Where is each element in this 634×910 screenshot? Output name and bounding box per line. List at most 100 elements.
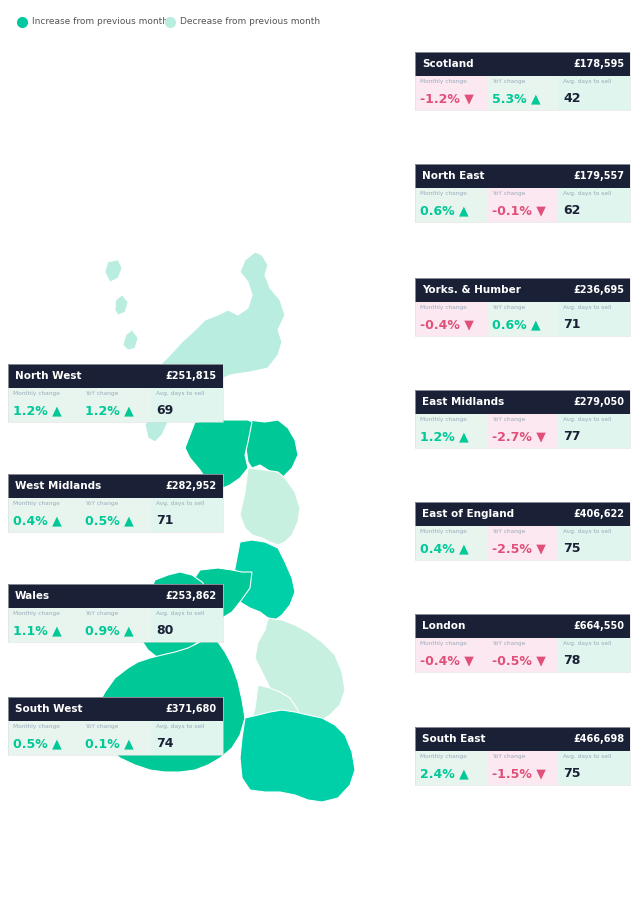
Text: Avg. days to sell: Avg. days to sell [157, 724, 205, 729]
Text: 75: 75 [564, 542, 581, 555]
Polygon shape [105, 260, 122, 282]
Text: YoY change: YoY change [491, 191, 525, 196]
Polygon shape [255, 618, 345, 725]
FancyBboxPatch shape [559, 188, 630, 222]
Text: Avg. days to sell: Avg. days to sell [157, 501, 205, 506]
FancyBboxPatch shape [152, 388, 223, 422]
Text: Avg. days to sell: Avg. days to sell [564, 417, 612, 422]
FancyBboxPatch shape [152, 721, 223, 755]
Text: 1.2% ▲: 1.2% ▲ [13, 404, 61, 417]
FancyBboxPatch shape [415, 164, 630, 188]
FancyBboxPatch shape [559, 526, 630, 560]
Text: Scotland: Scotland [422, 59, 474, 69]
FancyBboxPatch shape [415, 302, 487, 336]
FancyBboxPatch shape [415, 526, 487, 560]
FancyBboxPatch shape [8, 584, 223, 608]
Text: Avg. days to sell: Avg. days to sell [564, 79, 612, 84]
Text: Monthly change: Monthly change [420, 641, 467, 646]
Text: Monthly change: Monthly change [13, 611, 60, 616]
Polygon shape [250, 685, 302, 752]
Text: YoY change: YoY change [491, 641, 525, 646]
FancyBboxPatch shape [415, 52, 630, 76]
Text: £406,622: £406,622 [573, 509, 624, 519]
Text: £371,680: £371,680 [166, 704, 217, 714]
Text: £179,557: £179,557 [573, 171, 624, 181]
Text: £253,862: £253,862 [166, 591, 217, 601]
Text: £279,050: £279,050 [573, 397, 624, 407]
Text: 0.9% ▲: 0.9% ▲ [85, 624, 133, 637]
FancyBboxPatch shape [559, 638, 630, 672]
Text: -2.5% ▼: -2.5% ▼ [491, 542, 545, 555]
FancyBboxPatch shape [487, 751, 559, 785]
Text: Avg. days to sell: Avg. days to sell [564, 191, 612, 196]
Text: YoY change: YoY change [85, 724, 118, 729]
FancyBboxPatch shape [8, 697, 223, 721]
FancyBboxPatch shape [8, 474, 223, 498]
FancyBboxPatch shape [487, 302, 559, 336]
Text: 0.4% ▲: 0.4% ▲ [420, 542, 469, 555]
Text: South East: South East [422, 734, 486, 744]
Text: 0.5% ▲: 0.5% ▲ [85, 514, 133, 527]
Text: 62: 62 [564, 204, 581, 217]
FancyBboxPatch shape [415, 751, 487, 785]
FancyBboxPatch shape [152, 608, 223, 642]
Text: 0.4% ▲: 0.4% ▲ [13, 514, 61, 527]
FancyBboxPatch shape [415, 390, 630, 414]
Text: £178,595: £178,595 [573, 59, 624, 69]
Text: 1.2% ▲: 1.2% ▲ [85, 404, 133, 417]
FancyBboxPatch shape [80, 721, 152, 755]
FancyBboxPatch shape [8, 608, 80, 642]
Text: 74: 74 [157, 737, 174, 750]
FancyBboxPatch shape [415, 278, 630, 302]
Text: 71: 71 [564, 318, 581, 331]
Text: YoY change: YoY change [85, 501, 118, 506]
Text: YoY change: YoY change [491, 305, 525, 310]
Text: Monthly change: Monthly change [13, 391, 60, 396]
Text: 1.1% ▲: 1.1% ▲ [13, 624, 61, 637]
FancyBboxPatch shape [80, 498, 152, 532]
Text: YoY change: YoY change [491, 417, 525, 422]
Text: East of England: East of England [422, 509, 514, 519]
Text: -1.2% ▼: -1.2% ▼ [420, 92, 474, 105]
FancyBboxPatch shape [415, 76, 487, 110]
Text: West Midlands: West Midlands [15, 481, 101, 491]
Text: 69: 69 [157, 404, 174, 417]
Polygon shape [240, 710, 355, 802]
Text: 0.6% ▲: 0.6% ▲ [420, 204, 469, 217]
Polygon shape [188, 568, 252, 622]
Text: Monthly change: Monthly change [420, 529, 467, 534]
Polygon shape [95, 635, 245, 772]
Text: 2.4% ▲: 2.4% ▲ [420, 767, 469, 780]
FancyBboxPatch shape [415, 502, 630, 526]
Text: South West: South West [15, 704, 82, 714]
Text: North East: North East [422, 171, 484, 181]
FancyBboxPatch shape [487, 526, 559, 560]
FancyBboxPatch shape [415, 414, 487, 448]
Text: Monthly change: Monthly change [420, 305, 467, 310]
Polygon shape [185, 420, 252, 490]
Text: Monthly change: Monthly change [13, 724, 60, 729]
Text: Decrease from previous month: Decrease from previous month [180, 17, 320, 26]
Text: Avg. days to sell: Avg. days to sell [157, 391, 205, 396]
FancyBboxPatch shape [8, 721, 80, 755]
Polygon shape [138, 572, 215, 662]
Text: -1.5% ▼: -1.5% ▼ [491, 767, 545, 780]
Text: Yorks. & Humber: Yorks. & Humber [422, 285, 521, 295]
Polygon shape [240, 468, 300, 545]
Text: 71: 71 [157, 514, 174, 527]
FancyBboxPatch shape [80, 608, 152, 642]
Text: £251,815: £251,815 [166, 371, 217, 381]
Text: £282,952: £282,952 [166, 481, 217, 491]
FancyBboxPatch shape [415, 638, 487, 672]
Polygon shape [123, 330, 138, 350]
Text: -0.1% ▼: -0.1% ▼ [491, 204, 545, 217]
FancyBboxPatch shape [487, 638, 559, 672]
Text: -0.5% ▼: -0.5% ▼ [491, 654, 545, 667]
Text: Monthly change: Monthly change [420, 417, 467, 422]
FancyBboxPatch shape [80, 388, 152, 422]
Text: Avg. days to sell: Avg. days to sell [157, 611, 205, 616]
Text: Monthly change: Monthly change [420, 754, 467, 759]
Text: North West: North West [15, 371, 82, 381]
Text: YoY change: YoY change [85, 391, 118, 396]
FancyBboxPatch shape [415, 727, 630, 751]
